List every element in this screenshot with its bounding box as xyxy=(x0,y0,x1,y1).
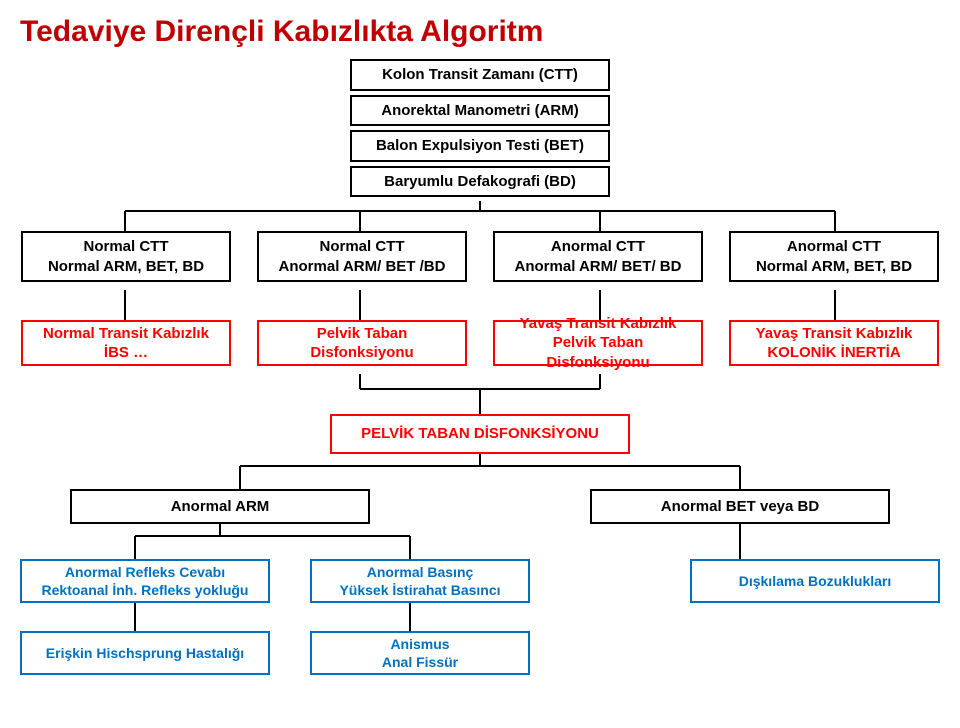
test-ctt: Kolon Transit Zamanı (CTT) xyxy=(350,59,610,91)
l2-ibs: Normal Transit Kabızlık İBS … xyxy=(21,320,231,366)
l1b-line1: Normal CTT xyxy=(267,237,457,257)
l6-hirschsprung: Erişkin Hischsprung Hastalığı xyxy=(20,631,270,675)
l2d-line1: Yavaş Transit Kabızlık xyxy=(739,324,929,344)
l1c-line2: Anormal ARM/ BET/ BD xyxy=(503,257,693,277)
test-bd: Baryumlu Defakografi (BD) xyxy=(350,166,610,198)
l1d-line1: Anormal CTT xyxy=(739,237,929,257)
l1b-line2: Anormal ARM/ BET /BD xyxy=(267,257,457,277)
l1d-line2: Normal ARM, BET, BD xyxy=(739,257,929,277)
l1-anormal-anormal: Anormal CTT Anormal ARM/ BET/ BD xyxy=(493,231,703,282)
l5a-line2: Rektoanal İnh. Refleks yokluğu xyxy=(30,581,260,599)
l1-normal-anormal: Normal CTT Anormal ARM/ BET /BD xyxy=(257,231,467,282)
diagram-title: Tedaviye Dirençli Kabızlıkta Algoritm xyxy=(20,15,950,49)
test-bet: Balon Expulsiyon Testi (BET) xyxy=(350,130,610,162)
l6b-line2: Anal Fissür xyxy=(320,653,520,671)
l2-pelvik: Pelvik Taban Disfonksiyonu xyxy=(257,320,467,366)
test-arm: Anorektal Manometri (ARM) xyxy=(350,95,610,127)
connector-top xyxy=(10,201,950,231)
connector-l4-l5 xyxy=(10,524,950,559)
l2-yavas-pelvik: Yavaş Transit Kabızlık Pelvik Taban Disf… xyxy=(493,320,703,366)
l6b-line1: Anismus xyxy=(320,635,520,653)
connector-l1-l2 xyxy=(10,290,950,320)
l2a-line1: Normal Transit Kabızlık xyxy=(31,324,221,344)
l2c-line2: Pelvik Taban Disfonksiyonu xyxy=(503,333,693,372)
ptd-box: PELVİK TABAN DİSFONKSİYONU xyxy=(330,414,630,454)
l6-anismus: Anismus Anal Fissür xyxy=(310,631,530,675)
l2-kolonik: Yavaş Transit Kabızlık KOLONİK İNERTİA xyxy=(729,320,939,366)
l2a-line2: İBS … xyxy=(31,343,221,363)
l1-normal-normal: Normal CTT Normal ARM, BET, BD xyxy=(21,231,231,282)
l1a-line2: Normal ARM, BET, BD xyxy=(31,257,221,277)
level2-row: Normal Transit Kabızlık İBS … Pelvik Tab… xyxy=(10,320,950,366)
connector-l5-l6 xyxy=(10,603,950,631)
level1-row: Normal CTT Normal ARM, BET, BD Normal CT… xyxy=(10,231,950,282)
l4-anormal-arm: Anormal ARM xyxy=(70,489,370,525)
l5-basinc: Anormal Basınç Yüksek İstirahat Basıncı xyxy=(310,559,530,603)
l5-diskilama: Dışkılama Bozuklukları xyxy=(690,559,940,603)
l1-anormal-normal: Anormal CTT Normal ARM, BET, BD xyxy=(729,231,939,282)
l2c-line1: Yavaş Transit Kabızlık xyxy=(503,314,693,334)
l1a-line1: Normal CTT xyxy=(31,237,221,257)
l1c-line1: Anormal CTT xyxy=(503,237,693,257)
l2d-line2: KOLONİK İNERTİA xyxy=(739,343,929,363)
connector-ptd-l4 xyxy=(10,454,950,489)
l4-anormal-bet-bd: Anormal BET veya BD xyxy=(590,489,890,525)
connector-l2-ptd xyxy=(10,374,950,414)
l5a-line1: Anormal Refleks Cevabı xyxy=(30,563,260,581)
l5b-line2: Yüksek İstirahat Basıncı xyxy=(320,581,520,599)
l5b-line1: Anormal Basınç xyxy=(320,563,520,581)
l5-refleks: Anormal Refleks Cevabı Rektoanal İnh. Re… xyxy=(20,559,270,603)
